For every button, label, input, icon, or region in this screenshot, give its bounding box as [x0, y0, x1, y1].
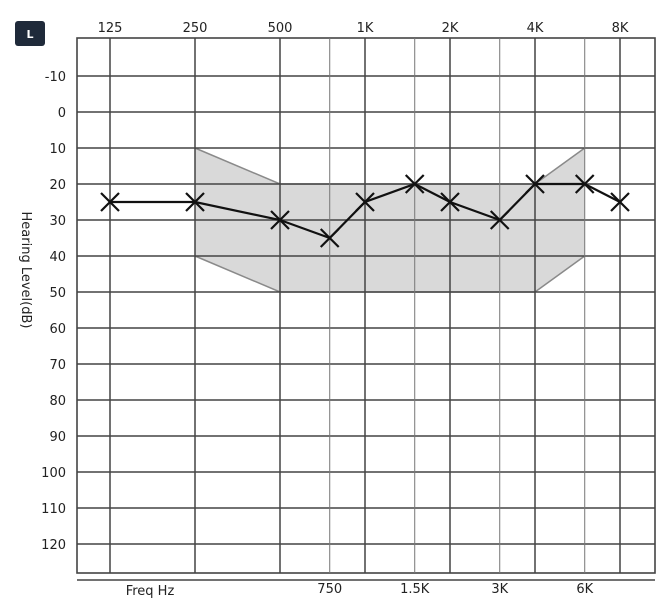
x-marker-stroke [185, 192, 205, 212]
x-tick-label-top: 8K [612, 21, 629, 36]
grid [76, 37, 656, 581]
y-tick-label: 50 [49, 286, 66, 301]
y-tick-label: 70 [49, 358, 66, 373]
threshold-series [100, 174, 630, 248]
ear-badge: L [15, 21, 45, 46]
x-marker [319, 228, 340, 248]
x-marker [355, 192, 375, 212]
y-tick-label: 20 [49, 178, 66, 193]
x-marker-stroke [574, 174, 595, 194]
plot-frame [76, 37, 656, 574]
x-marker [610, 192, 630, 212]
y-tick-label: 10 [49, 142, 66, 157]
x-tick-label-top: 500 [268, 21, 293, 36]
x-tick-label-bottom: 6K [576, 582, 593, 597]
x-tick-label-top: 4K [527, 21, 544, 36]
x-marker-stroke [404, 174, 425, 194]
x-marker-stroke [355, 192, 375, 212]
x-marker-stroke [319, 228, 340, 248]
x-marker-stroke [610, 192, 630, 212]
x-marker-stroke [440, 192, 460, 212]
x-marker-stroke [525, 174, 545, 194]
y-tick-label: 90 [49, 430, 66, 445]
x-axis-title: Freq Hz [126, 584, 175, 599]
y-tick-label: -10 [45, 70, 66, 85]
y-tick-label: 120 [41, 538, 66, 553]
x-marker [100, 192, 120, 212]
x-marker [489, 210, 510, 230]
x-tick-label-bottom: 3K [491, 582, 508, 597]
x-marker [185, 192, 205, 212]
x-marker [525, 174, 545, 194]
y-tick-label: 80 [49, 394, 66, 409]
x-tick-label-top: 1K [357, 21, 374, 36]
x-marker-stroke [489, 210, 510, 230]
y-tick-label: 40 [49, 250, 66, 265]
x-marker [574, 174, 595, 194]
y-tick-label: 30 [49, 214, 66, 229]
x-marker [440, 192, 460, 212]
x-tick-label-bottom: 750 [317, 582, 342, 597]
x-tick-label-top: 125 [98, 21, 123, 36]
y-tick-label: 100 [41, 466, 66, 481]
ear-badge-background [15, 21, 45, 46]
y-tick-label: 0 [58, 106, 66, 121]
y-tick-label: 110 [41, 502, 66, 517]
ear-badge-label: L [26, 28, 33, 41]
y-axis-title: Hearing Level(dB) [18, 212, 33, 329]
y-tick-label: 60 [49, 322, 66, 337]
x-marker-stroke [270, 210, 290, 230]
x-tick-label-top: 2K [442, 21, 459, 36]
x-marker [404, 174, 425, 194]
x-marker-stroke [100, 192, 120, 212]
x-tick-label-top: 250 [183, 21, 208, 36]
x-tick-label-bottom: 1.5K [400, 582, 430, 597]
axis-labels: 125 250 500 1K 2K 4K 8K 750 1.5K 3K 6K -10 0 10 20 30 40… [18, 21, 629, 599]
x-marker [270, 210, 290, 230]
